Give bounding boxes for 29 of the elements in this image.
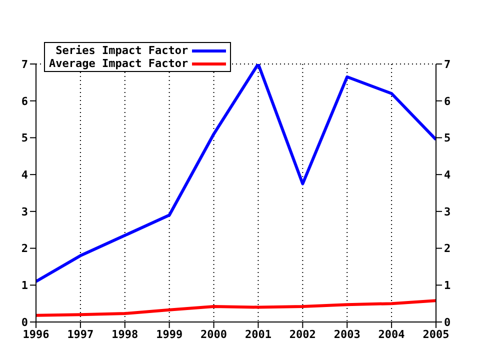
y2-tick-label: 4 <box>444 168 451 182</box>
y-tick-label: 7 <box>21 58 28 71</box>
y-tick-label: 6 <box>21 94 28 108</box>
y-tick-label: 2 <box>21 242 28 256</box>
x-tick-label: 2002 <box>289 328 316 341</box>
y2-tick-label: 0 <box>444 316 451 329</box>
y-tick-label: 3 <box>21 205 28 218</box>
legend-label: Series Impact Factor <box>56 44 188 57</box>
y2-tick-label: 2 <box>444 242 451 256</box>
x-tick-label: 2005 <box>422 328 450 341</box>
y2-tick-label: 6 <box>444 94 451 108</box>
y2-tick-label: 3 <box>444 205 451 218</box>
x-tick-label: 2000 <box>200 328 228 341</box>
y-tick-label: 4 <box>21 168 28 182</box>
x-tick-label: 2004 <box>378 328 406 341</box>
x-tick-label: 2001 <box>244 328 272 341</box>
y-tick-label: 1 <box>21 279 28 292</box>
legend-label: Average Impact Factor <box>49 57 188 70</box>
x-tick-label: 1999 <box>156 328 183 341</box>
y2-tick-label: 1 <box>444 279 451 292</box>
y2-tick-label: 5 <box>444 132 451 145</box>
x-tick-label: 1996 <box>22 328 50 341</box>
y-tick-label: 5 <box>21 132 28 145</box>
x-tick-label: 1998 <box>112 328 138 341</box>
line-series <box>36 299 436 317</box>
x-tick-label: 1997 <box>67 328 94 341</box>
y2-tick-label: 7 <box>444 58 451 71</box>
x-tick-label: 2003 <box>334 328 360 341</box>
y-tick-label: 0 <box>21 316 28 329</box>
